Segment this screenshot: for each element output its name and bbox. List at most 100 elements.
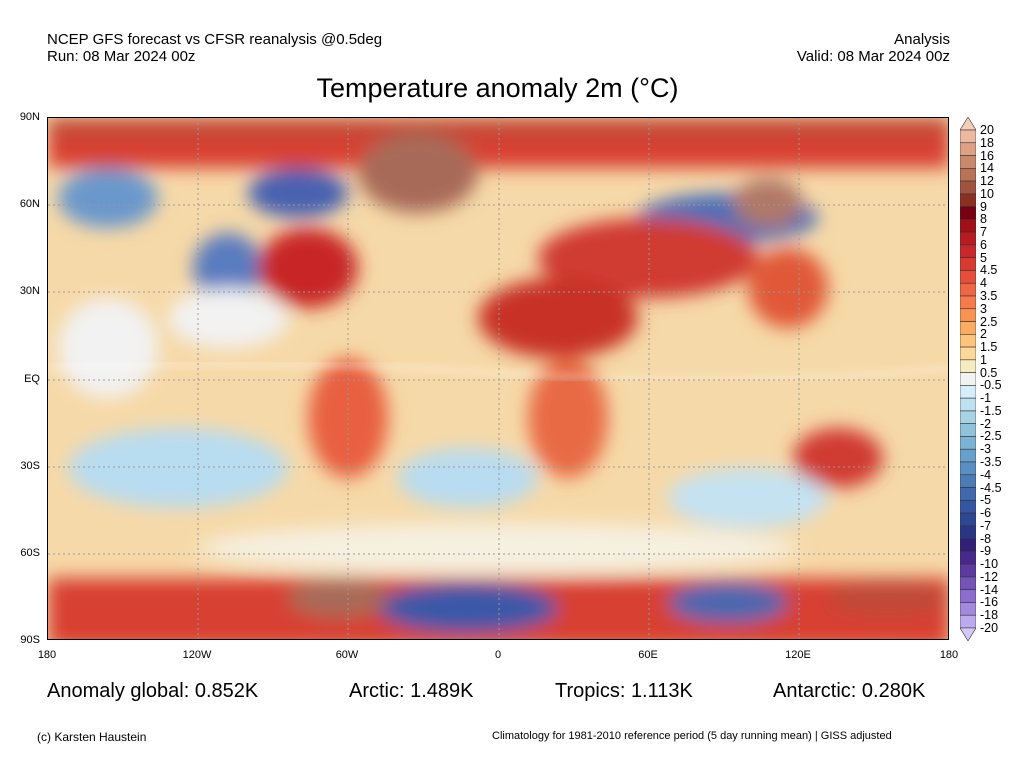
colorbar-bin [960,372,976,386]
colorbar-bin [960,512,976,527]
colorbar-label: -20 [980,621,999,635]
tropics-anomaly: Tropics: 1.113K [555,680,693,702]
colorbar-label: 2 [980,327,987,342]
colorbar-bin [960,500,976,514]
colorbar-bin [960,257,976,271]
colorbar-bin [960,334,976,348]
colorbar-label: 2.5 [980,314,998,329]
colorbar-label: -2.5 [980,429,1002,444]
colorbar-bin [960,270,976,284]
colorbar-bin [960,563,976,578]
colorbar-label: 1.5 [980,340,998,355]
colorbar-label: 12 [980,174,994,189]
run-time: Run: 08 Mar 2024 00z [47,48,196,65]
colorbar-label: 4.5 [980,263,998,278]
colorbar-label: 0.5 [980,365,998,380]
lon-label: 120E [785,649,811,661]
lat-label: 30S [20,460,40,472]
colorbar-label: -0.5 [980,378,1002,393]
colorbar-bin [960,410,976,424]
colorbar-label: 9 [980,199,987,214]
chart-title: Temperature anomaly 2m (°C) [316,73,679,103]
colorbar-label: 5 [980,250,987,265]
colorbar-overflow-triangle [960,117,976,131]
colorbar-label: 4 [980,276,987,291]
colorbar-underflow-triangle [960,627,976,641]
model-info: NCEP GFS forecast vs CFSR reanalysis @0.… [47,31,383,48]
colorbar-bin [960,474,976,488]
colorbar-label: -4.5 [980,480,1002,495]
colorbar-bin [960,155,976,169]
colorbar-bin [960,193,976,207]
colorbar-bin [960,219,976,233]
colorbar-label: 8 [980,212,987,227]
colorbar-label: 6 [980,237,987,252]
colorbar-bin [960,231,976,246]
colorbar-label: -1.5 [980,403,1002,418]
colorbar-label: 7 [980,225,987,240]
colorbar-label: -4 [980,467,992,482]
anomaly-map [47,117,949,640]
lon-label: 60W [335,649,359,661]
colorbar-bin [960,397,976,412]
lat-label: 90S [20,634,40,646]
colorbar-label: -10 [980,557,999,572]
colorbar-label: -3 [980,442,992,457]
lat-label: EQ [24,373,40,385]
lat-label: 30N [19,285,40,297]
colorbar-bin [960,282,976,297]
colorbar-label: 16 [980,148,994,163]
colorbar-label: -16 [980,595,999,610]
colorbar-bin [960,589,976,603]
colorbar-label: -1 [980,391,992,406]
colorbar-label: 18 [980,135,994,150]
colorbar-label: -9 [980,544,992,559]
antarctic-anomaly: Antarctic: 0.280K [773,680,926,702]
colorbar-label: 1 [980,352,987,367]
colorbar-bin [960,346,976,361]
colorbar-label: -5 [980,493,992,508]
colorbar-bin [960,321,976,335]
colorbar-bin [960,385,976,399]
colorbar-label: -6 [980,506,992,521]
colorbar-bin [960,359,976,373]
lon-label: 60E [638,649,658,661]
graticule [48,118,948,639]
colorbar-label: -8 [980,531,992,546]
colorbar-bin [960,602,976,616]
colorbar-bin [960,525,976,539]
colorbar-label: -7 [980,518,992,533]
lon-label: 0 [494,649,502,661]
colorbar-label: -18 [980,608,999,623]
colorbar-bin [960,168,976,182]
colorbar-bin [960,244,976,258]
colorbar-bin [960,423,976,437]
colorbar-bin [960,448,976,463]
colorbar-bin [960,538,976,552]
valid-time: Valid: 08 Mar 2024 00z [796,48,950,65]
colorbar-bin [960,576,976,590]
global-anomaly: Anomaly global: 0.852K [47,680,259,702]
climatology-note: Climatology for 1981-2010 reference peri… [492,730,892,742]
analysis-label: Analysis [894,31,950,48]
lat-label: 90N [19,111,40,123]
colorbar-bin [960,180,976,195]
colorbar-label: 10 [980,186,994,201]
colorbar-bin [960,614,976,629]
colorbar-label: -12 [980,569,999,584]
colorbar-bin [960,436,976,450]
colorbar-bin [960,461,976,476]
lon-label: 180 [37,649,57,661]
colorbar-label: -2 [980,416,992,431]
colorbar-label: 3.5 [980,289,998,303]
colorbar-label: 3 [980,301,987,316]
colorbar-bin [960,295,976,310]
colorbar-label: 14 [980,161,994,176]
lon-label: 180 [939,649,959,661]
colorbar-bin [960,206,976,220]
colorbar-label: -14 [980,582,999,597]
lat-label: 60N [19,198,40,210]
colorbar-label: 20 [980,123,994,137]
lon-label: 120W [182,649,212,661]
anomaly-field [48,118,948,639]
